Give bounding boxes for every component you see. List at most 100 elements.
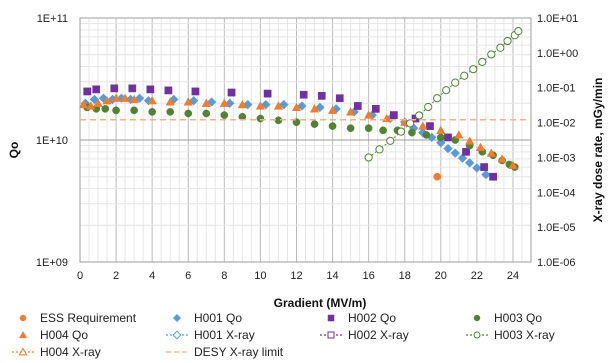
data-point: [496, 43, 505, 52]
x-tick-label: 0: [77, 270, 83, 282]
data-point: [386, 136, 395, 145]
legend-label: H003 Qo: [494, 311, 542, 325]
data-point: [148, 108, 157, 116]
y-tick-label: 1E+09: [36, 257, 68, 269]
y2-tick-label: 1.0E+00: [537, 48, 578, 60]
x-tick-label: 22: [471, 270, 483, 282]
data-point: [164, 86, 173, 95]
legend-label: H004 Qo: [40, 328, 88, 342]
legend-label: H002 X-ray: [348, 328, 409, 342]
data-point: [261, 99, 271, 110]
data-point: [345, 107, 356, 116]
data-point: [310, 120, 319, 128]
data-point: [460, 71, 469, 80]
data-point: [128, 84, 137, 93]
data-point: [273, 101, 284, 110]
data-point: [489, 172, 497, 181]
x-tick-label: 12: [290, 270, 302, 282]
legend-label: H001 X-ray: [194, 328, 255, 342]
x-tick-label: 16: [363, 270, 375, 282]
legend-entry: ESS Requirement: [19, 311, 137, 325]
data-point: [297, 101, 307, 111]
y2-tick-label: 1.0E-03: [537, 152, 576, 164]
data-point: [408, 128, 416, 137]
data-point: [397, 127, 406, 136]
data-point: [379, 126, 387, 135]
data-point: [112, 106, 120, 115]
data-point: [422, 131, 431, 139]
legend-label: H003 X-ray: [494, 328, 555, 342]
x-tick-label: 24: [507, 270, 519, 282]
legend-marker: [19, 314, 27, 322]
legend-layer: ESS Requirement H001 Qo H002 Qo H003 Qo H004…: [12, 311, 555, 359]
tick-layer: 0 2 4 6 8 10 12 14 16 18 20 22 241E+091E+101E+111.0E…: [36, 13, 578, 282]
data-point: [406, 119, 415, 128]
legend-entry: H004 X-ray: [12, 345, 101, 359]
data-point: [503, 36, 512, 46]
data-point: [364, 124, 373, 133]
data-point: [184, 109, 193, 118]
data-point: [224, 98, 235, 109]
data-point: [475, 142, 486, 151]
data-point: [436, 125, 446, 134]
series-layer: [78, 27, 531, 181]
data-point: [487, 50, 496, 59]
y2-axis-title: X-ray dose rate, mGy/min: [591, 78, 605, 223]
data-point: [375, 145, 384, 154]
data-point: [243, 99, 253, 110]
data-point: [346, 124, 355, 133]
data-point: [469, 65, 478, 74]
data-point: [364, 110, 374, 119]
data-point: [436, 133, 445, 142]
data-point: [183, 97, 193, 106]
x-tick-label: 2: [113, 270, 119, 282]
data-point: [426, 122, 434, 130]
data-point: [497, 154, 507, 163]
data-point: [478, 57, 487, 67]
legend-entry: H002 Qo: [327, 311, 396, 325]
y-tick-label: 1E+11: [37, 13, 68, 25]
data-point: [415, 111, 424, 120]
data-point: [465, 136, 475, 145]
data-point: [188, 95, 199, 106]
data-point: [462, 147, 470, 156]
legend-label: ESS Requirement: [40, 311, 137, 325]
legend-entry: H003 Qo: [473, 311, 542, 325]
x-tick-label: 6: [185, 270, 191, 282]
legend-marker: [18, 330, 28, 339]
x-tick-label: 14: [326, 270, 338, 282]
data-point: [201, 98, 211, 107]
data-point: [364, 153, 373, 162]
data-point: [291, 102, 302, 112]
data-point: [457, 153, 468, 163]
data-point: [454, 130, 464, 139]
y-axis-title: Qo: [7, 142, 21, 159]
data-point: [89, 94, 100, 105]
data-point: [279, 99, 289, 110]
series-h002-qo: [83, 84, 497, 181]
data-point: [309, 104, 320, 113]
data-point: [93, 98, 103, 107]
legend-marker: [473, 331, 481, 339]
series-ess-requirement: [433, 172, 442, 181]
data-point: [335, 94, 344, 103]
data-point: [443, 143, 453, 154]
data-point: [134, 93, 145, 103]
legend-entry: H004 Qo: [18, 328, 88, 342]
data-point: [451, 78, 460, 87]
x-tick-label: 18: [399, 270, 411, 282]
data-point: [433, 172, 442, 181]
data-point: [227, 88, 236, 97]
data-point: [372, 105, 380, 113]
data-point: [328, 122, 337, 130]
data-point: [111, 93, 121, 102]
data-point: [147, 95, 157, 105]
legend-label: DESY X-ray limit: [194, 345, 284, 359]
data-point: [83, 87, 92, 96]
data-point: [508, 160, 518, 169]
data-point: [450, 148, 460, 158]
legend-marker: [172, 313, 182, 323]
data-point: [219, 98, 229, 107]
